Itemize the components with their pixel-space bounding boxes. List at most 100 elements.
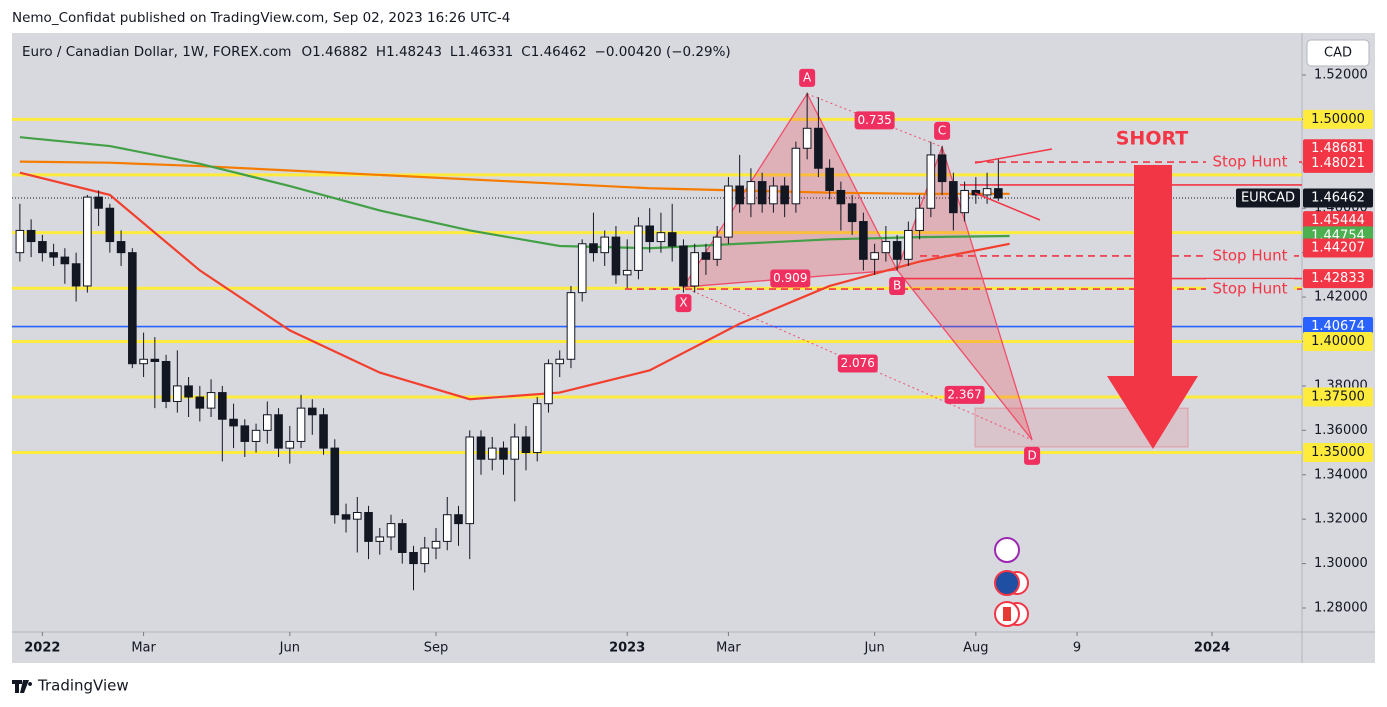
candle-body (218, 392, 227, 420)
price-label: 1.40000 (1311, 334, 1365, 349)
candle-body (442, 514, 452, 542)
ratio-badge (770, 269, 811, 288)
candle-body (847, 203, 857, 223)
pattern-point-badge (934, 121, 951, 140)
candle-body (690, 252, 699, 287)
candle-body (510, 436, 520, 460)
price-label: 1.46462 (1311, 190, 1365, 205)
candle-body (184, 385, 193, 398)
event-icon[interactable] (994, 570, 1020, 596)
currency-label[interactable]: CAD (1324, 46, 1352, 61)
price-label: 1.48681 (1311, 141, 1365, 156)
ratio-badge (944, 385, 985, 404)
candle-body (667, 232, 677, 247)
candle-body (757, 181, 767, 205)
y-tick-label: 1.52000 (1314, 67, 1368, 82)
currency-button[interactable] (1306, 39, 1370, 67)
candle-body (263, 414, 272, 431)
candle-body (904, 229, 913, 260)
price-label-bg (1303, 109, 1373, 129)
ratio-badge (837, 354, 878, 373)
event-icon[interactable] (994, 537, 1020, 563)
flag-icon (1003, 607, 1011, 621)
legend-field-value: 1.46331 (457, 44, 513, 60)
candle-body (915, 207, 924, 231)
candle-body (307, 407, 317, 416)
price-label: 1.35000 (1311, 445, 1365, 460)
short-arrow (1107, 165, 1198, 449)
candle-body (26, 229, 36, 243)
pattern-ratio-line (683, 269, 898, 288)
pattern-ratio-line (896, 269, 1033, 441)
price-label: 1.42833 (1311, 271, 1365, 286)
candle-body (949, 181, 958, 214)
y-tick-label: 1.32000 (1314, 512, 1368, 527)
symbol-badge (1236, 188, 1300, 208)
candle-body (780, 185, 789, 205)
candle-body (195, 396, 205, 409)
symbol-label: EURCAD (1241, 190, 1295, 205)
price-label: 1.45444 (1311, 213, 1365, 228)
x-tick-label: Jun (863, 641, 884, 656)
candle-body (802, 127, 812, 149)
pattern-ratio-line (806, 93, 943, 148)
candle-body (128, 252, 137, 365)
legend-field-label: L (450, 44, 458, 60)
axis-layer: 1.520001.500001.480001.460001.440001.420… (24, 67, 1373, 656)
x-tick-label: Mar (716, 641, 741, 656)
candle-body (251, 429, 261, 442)
legend-field-label: C (521, 44, 530, 60)
candle-body (701, 252, 711, 260)
legend-field-value: 1.48243 (386, 44, 442, 60)
candle-body (589, 243, 598, 254)
pattern-point-badge (675, 294, 692, 313)
y-tick-label: 1.30000 (1314, 556, 1368, 571)
candle-body (386, 523, 396, 538)
candle-body (397, 523, 407, 553)
candle-body (173, 385, 182, 402)
candle-body (859, 221, 868, 260)
price-label-bg (1303, 188, 1373, 208)
pattern-point-label: A (803, 70, 812, 84)
candle-body (330, 447, 340, 516)
candle-body (577, 243, 587, 294)
candle-body (105, 207, 115, 243)
candle-body (49, 252, 58, 258)
candle-body (825, 167, 834, 191)
candle-body (600, 236, 610, 254)
candle-body (634, 225, 643, 271)
price-label: 1.44207 (1311, 241, 1365, 256)
x-tick-label: Sep (424, 641, 449, 656)
candle-body (960, 189, 969, 214)
candle-body (409, 551, 418, 565)
pattern-point-label: X (679, 296, 687, 310)
price-label-bg (1303, 211, 1373, 231)
candle-body (206, 392, 216, 409)
stop-hunt-label-bg (1206, 279, 1294, 300)
candle-body (476, 436, 486, 460)
y-tick-label: 1.42000 (1314, 290, 1368, 305)
candle-body (769, 185, 778, 205)
candle-body (285, 440, 295, 449)
pattern-point-label: C (938, 123, 946, 137)
candle-body (161, 360, 171, 402)
candle-body (38, 241, 47, 254)
legend-field-label: O (301, 44, 312, 60)
candle-body (465, 436, 475, 525)
symbol-legend: Euro / Canadian Dollar, 1W, FOREX.com O1.… (22, 44, 731, 60)
candle-body (994, 188, 1003, 199)
legend-field-value: 1.46882 (312, 44, 368, 60)
candle-body (724, 185, 733, 238)
price-label-bg (1303, 238, 1373, 258)
pattern-point-label: B (893, 278, 901, 292)
candle-body (431, 540, 441, 549)
channel-line (974, 148, 1053, 164)
candle-body (870, 252, 879, 260)
legend-change: −0.00420 (−0.29%) (595, 44, 731, 60)
stop-hunt-label: Stop Hunt (1212, 246, 1287, 264)
candle-body (791, 147, 801, 205)
candle-body (611, 236, 621, 276)
candle-body (83, 196, 92, 287)
pattern-point-badge (1024, 446, 1041, 465)
